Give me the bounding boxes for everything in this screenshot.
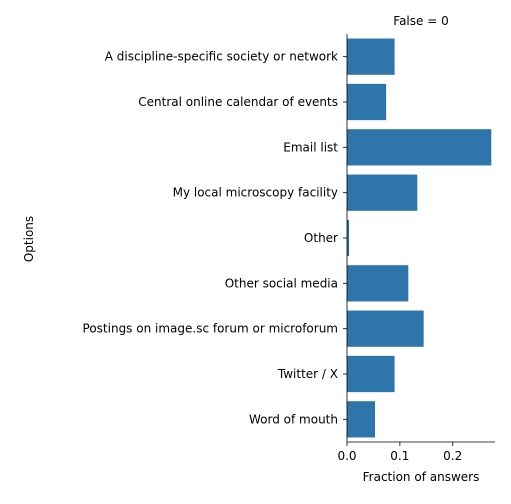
bar (347, 219, 350, 257)
bar (347, 401, 376, 438)
category-label: Central online calendar of events (138, 95, 338, 109)
category-label: Email list (283, 140, 338, 154)
x-tick-label: 0.0 (337, 449, 356, 463)
bar (347, 355, 395, 393)
x-tick-label: 0.2 (443, 449, 462, 463)
bar (347, 129, 492, 166)
x-axis-ticks: 0.0 0.1 0.2 (337, 442, 462, 463)
bar (347, 38, 395, 75)
bar (347, 83, 387, 121)
category-label: A discipline-specific society or network (105, 50, 338, 64)
category-label: Twitter / X (277, 367, 338, 381)
category-label: My local microscopy facility (173, 186, 338, 200)
category-label: Postings on image.sc forum or microforum (83, 322, 338, 336)
bar (347, 310, 424, 347)
y-axis-label: Options (22, 216, 36, 262)
category-labels: A discipline-specific society or network… (83, 50, 347, 426)
category-label: Other social media (225, 276, 338, 290)
bars-group (347, 38, 492, 438)
x-axis-label: Fraction of answers (363, 470, 480, 484)
bar (347, 265, 409, 302)
category-label: Other (304, 231, 338, 245)
category-label: Word of mouth (249, 412, 338, 426)
chart-title: False = 0 (393, 14, 448, 28)
bar (347, 174, 418, 211)
x-tick-label: 0.1 (390, 449, 409, 463)
